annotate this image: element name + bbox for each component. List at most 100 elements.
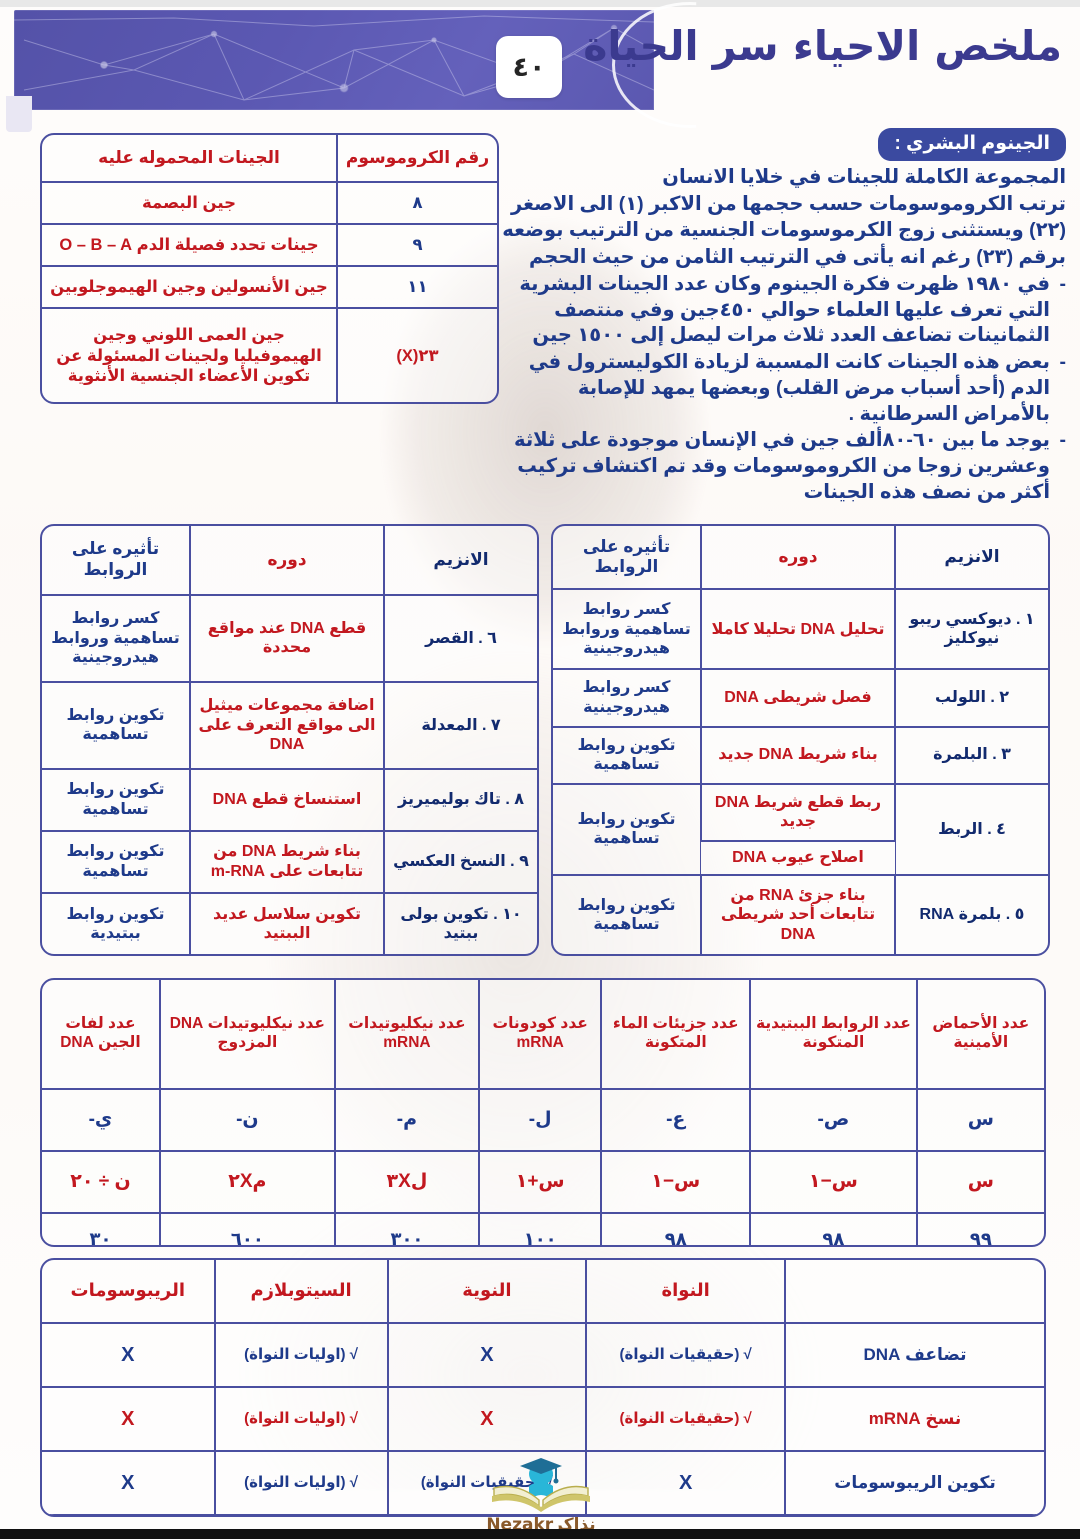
table-row: ١٠ . تكوين بولى ببتيد تكوين سلاسل عديد ا… [42,893,537,954]
location-nucleolus: √ (حقيقيات النواة) [387,1451,587,1515]
enzyme-name: ١٠ . تكوين بولى ببتيد [384,893,537,954]
enzyme-name: ١ . ديوكسي ريبو نيوكليز [895,589,1048,670]
table-row: ٨ . تاك بوليميريز استنساخ قطع DNA تكوين … [42,768,537,831]
enzyme-role: تحليل DNA تحليلا كاملا [701,589,895,670]
process-location-grid: النواة النوية السيتوبلازم الريبوسومات تض… [42,1260,1044,1517]
col-header-mrna-codons: عدد كودونات mRNA [479,980,602,1089]
enzyme-name: ٣ . البلمرة [895,726,1048,784]
counts-table: عدد الأحماض الأمينية عدد الروابط الببتيد… [40,978,1046,1247]
chromosome-number: ٢٣(X) [337,308,497,402]
location-nucleolus: X [387,1387,587,1451]
enzyme-table-left-grid: الانزيم دوره تأثيره على الروابط ٦ . القص… [42,526,537,954]
formula-cell: س−١ [601,1151,751,1213]
top-strip [0,0,1080,7]
table-row: نسخ mRNA √ (حقيقيات النواة) X √ (اوليات … [42,1387,1044,1451]
enzyme-role: بناء شريط DNA جديد [701,726,895,784]
col-header-role: دوره [190,526,384,596]
chromosome-genes: جين الأنسولين وجين الهيموجلوبين [42,266,337,309]
enzyme-name: ٢ . اللولب [895,669,1048,727]
enzyme-role: بناء جزئ RNA من تتابعات أحد شريطى DNA [701,875,895,954]
location-cytoplasm: √ (اوليات النواة) [214,1323,388,1387]
process-name: تكوين الروابط الببتيدية [785,1515,1044,1517]
enzyme-bond-effect: تكوين روابط تساهمية [42,830,190,894]
location-nucleus: X [586,1515,785,1517]
table-row: تكوين الروابط الببتيدية X X X √ [42,1515,1044,1517]
enzyme-bond-effect: كسر روابط هيدروجينية [553,669,701,727]
table-row: ٩ . النسخ العكسي بناء شريط DNA من تتابعا… [42,830,537,894]
col-header-mrna-nucleotides: عدد نيكليوتيدات mRNA [334,980,480,1089]
enzyme-role-secondary: اصلاح عيوب DNA [701,840,895,876]
table-row: ٧ . المعدلة اضافة مجموعات ميثيل الى مواق… [42,681,537,769]
location-nucleus: √ (حقيقيات النواة) [586,1387,785,1451]
table-row: ٦ . القصر قطع DNA عند مواقع محددة كسر رو… [42,595,537,682]
enzyme-name: ٧ . المعدلة [384,681,537,769]
enzyme-name: ٦ . القصر [384,595,537,682]
chromosome-gene-table: رقم الكروموسوم الجينات المحموله عليه ٨ ج… [40,133,499,404]
counts-table-grid: عدد الأحماض الأمينية عدد الروابط الببتيد… [42,980,1044,1245]
col-header-chromosome-number: رقم الكروموسوم [337,135,497,182]
location-cytoplasm: X [215,1515,388,1517]
page-title: ملخص الاحياء سر الحياة [583,22,1062,70]
genome-section-badge: الجينوم البشري : [878,128,1066,161]
process-location-table: النواة النوية السيتوبلازم الريبوسومات تض… [40,1258,1046,1517]
table-row: تكوين الريبوسومات X √ (حقيقيات النواة) √… [42,1451,1044,1515]
symbol-cell: ل- [479,1089,602,1151]
process-name: تكوين الريبوسومات [785,1451,1044,1515]
location-nucleolus: X [388,1515,587,1517]
banner-side-tab [6,96,32,132]
enzyme-role: ربط قطع شريط DNA جديد [701,783,895,841]
col-header-water-molecules: عدد جزيئات الماء المتكونة [601,980,751,1089]
genome-line: المجموعة الكاملة للجينات في خلايا الانسا… [662,166,1066,188]
symbol-cell: ص- [750,1089,917,1151]
table-row: ٥ . بلمرة RNA بناء جزئ RNA من تتابعات أح… [553,875,1048,954]
table-row: ٩ جينات تحدد فصيلة الدم O – B – A [42,224,497,267]
table-row: ١١ جين الأنسولين وجين الهيموجلوبين [42,266,497,309]
col-header-dna-turns: عدد لفات الجين DNA [42,980,160,1089]
enzyme-bond-effect: تكوين روابط تساهمية [42,681,190,769]
location-cytoplasm: √ (اوليات النواة) [214,1387,388,1451]
col-header-peptide-bonds: عدد الروابط الببتيدية المتكونة [750,980,917,1089]
col-header-ribosomes: الريبوسومات [42,1260,215,1323]
enzyme-table-right: الانزيم دوره تأثيره على الروابط ١ . ديوك… [551,524,1050,956]
enzyme-name: ٨ . تاك بوليميريز [384,768,537,831]
genome-note-block: الجينوم البشري : المجموعة الكاملة للجينا… [491,128,1066,507]
process-name: نسخ mRNA [785,1387,1044,1451]
location-ribosomes: X [42,1451,215,1515]
table-row: ٢٣(X) جين العمى اللوني وجين الهيموفيليا … [42,308,497,402]
chromosome-genes: جينات تحدد فصيلة الدم O – B – A [42,224,337,267]
enzyme-bond-effect: كسر روابط تساهمية وروابط هيدروجينية [553,589,701,670]
enzyme-name: ٥ . بلمرة RNA [895,875,1048,954]
chromosome-number: ١١ [337,266,497,309]
table-header-row: النواة النوية السيتوبلازم الريبوسومات [42,1260,1044,1323]
enzyme-bond-effect: تكوين روابط تساهمية [553,783,701,876]
example-cell: ١٠٠ [479,1213,602,1245]
col-header-amino-acids: عدد الأحماض الأمينية [916,980,1044,1089]
formula-cell: م٢X [159,1151,335,1213]
genome-line: ترتب الكروموسومات حسب حجمها من الاكبر (١… [510,192,1066,215]
enzyme-role: قطع DNA عند مواقع محددة [190,595,384,682]
example-cell: ٣٠٠ [334,1213,480,1245]
table-header-row: الانزيم دوره تأثيره على الروابط [42,526,537,596]
example-cell: ٩٨ [750,1213,917,1245]
col-header-process [785,1260,1044,1323]
example-cell: ٣٠ [42,1213,160,1245]
col-header-cytoplasm: السيتوبلازم [214,1260,388,1323]
col-header-enzyme: الانزيم [384,526,537,596]
enzyme-role: اضافة مجموعات ميثيل الى مواقع التعرف على… [190,681,384,769]
col-header-dna-nucleotides: عدد نيكليوتيدات DNA المزدوج [159,980,335,1089]
enzyme-role: تكوين سلاسل عديد الببتيد [190,893,384,954]
process-name: تضاعف DNA [785,1323,1044,1387]
enzyme-bond-effect: تكوين روابط تساهمية [553,726,701,784]
formula-cell: ل٣X [334,1151,480,1213]
genome-bullet: يوجد ما بين ٦٠-٨٠ألف جين في الإنسان موجو… [491,428,1066,505]
location-ribosomes: √ [42,1515,215,1517]
formula-cell: س−١ [750,1151,917,1213]
table-row: ٣ . البلمرة بناء شريط DNA جديد تكوين روا… [553,726,1048,784]
genome-line: (٢٢) ويستثنى زوج الكرموسومات الجنسية من … [502,219,1066,242]
symbol-cell: س [916,1089,1044,1151]
enzyme-name: ٩ . النسخ العكسي [384,830,537,894]
formula-cell: س+١ [479,1151,602,1213]
footer-strip [0,1529,1080,1539]
col-header-bond-effect: تأثيره على الروابط [553,526,701,590]
